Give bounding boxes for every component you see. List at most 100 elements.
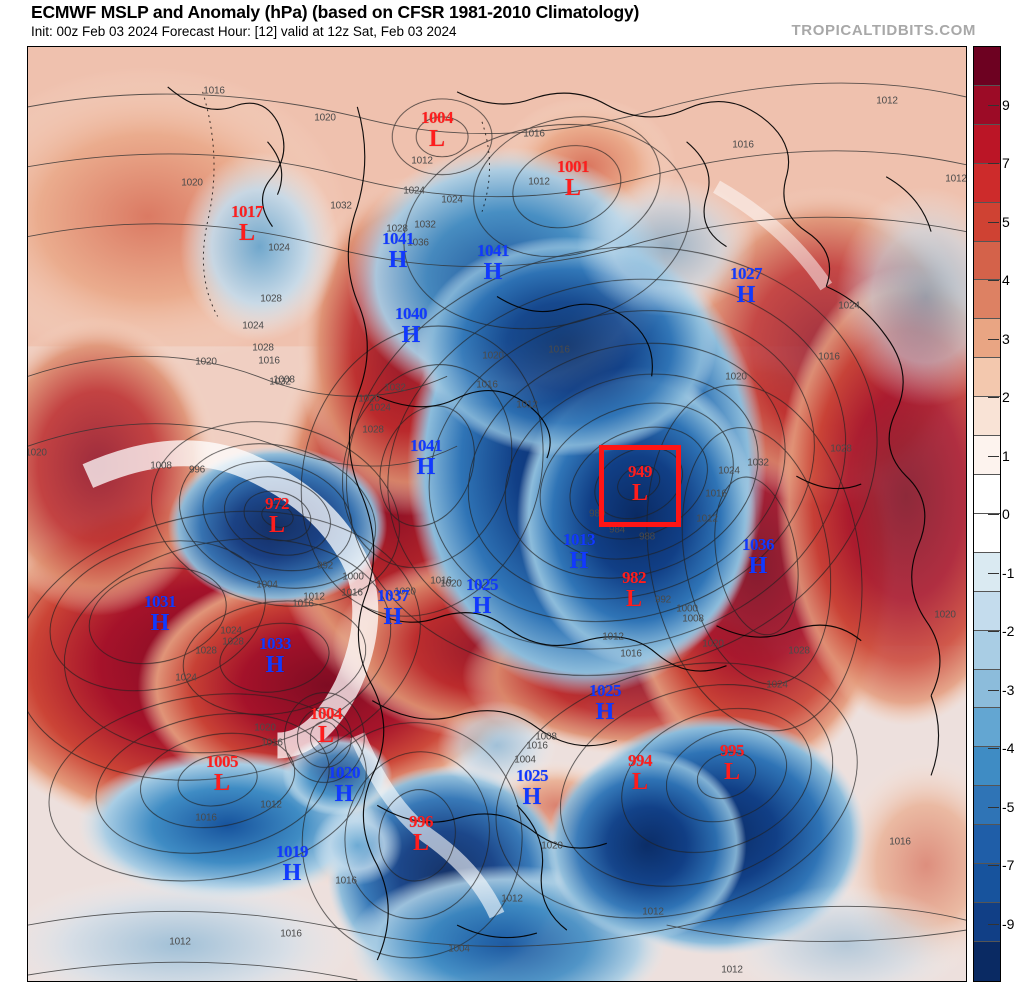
pressure-high-label[interactable]: 1036 H <box>742 535 775 578</box>
isobar-label: 1024 <box>718 465 740 477</box>
colorbar-tick-label: -9 <box>988 916 1014 932</box>
pressure-low-label[interactable]: 982 L <box>622 569 647 612</box>
colorbar-tick-label: -2 <box>988 623 1014 639</box>
header: ECMWF MSLP and Anomaly (hPa) (based on C… <box>0 0 1024 46</box>
map-frame[interactable]: 1016 1020 1012 1012 1016 1020 1024 1032 1024 1028… <box>27 46 967 982</box>
isobar-label: 992 <box>654 594 672 606</box>
isobar-label: 1028 <box>386 223 408 235</box>
pressure-type-symbol: H <box>282 860 302 886</box>
pressure-value: 1040 <box>395 304 428 323</box>
colorbar-tick-mark <box>988 163 999 164</box>
map-field <box>28 47 966 981</box>
colorbar-tick-label: -5 <box>988 799 1014 815</box>
pressure-value: 994 <box>628 751 653 770</box>
pressure-high-label[interactable]: 1027 H <box>730 264 763 307</box>
isobar-label: 1016 <box>620 648 642 660</box>
pressure-value: 1033 <box>259 634 292 653</box>
isobar-label: 1032 <box>269 376 291 388</box>
pressure-type-symbol: L <box>428 126 445 152</box>
colorbar-tick-mark <box>988 748 999 749</box>
pressure-type-symbol: H <box>472 593 492 619</box>
isobar-label: 1004 <box>514 754 536 766</box>
pressure-type-symbol: L <box>317 722 334 748</box>
pressure-low-label[interactable]: 1001 L <box>557 158 590 200</box>
pressure-type-symbol: L <box>213 770 230 796</box>
pressure-high-label[interactable]: 1025 H <box>516 766 549 810</box>
isobar-label: 1016 <box>335 875 357 887</box>
pressure-low-label[interactable]: 1004 L <box>310 705 343 748</box>
colorbar-tick-mark <box>988 806 999 808</box>
pressure-low-label[interactable]: 1004 L <box>421 109 454 152</box>
isobar-label: 1020 <box>440 578 462 590</box>
isobar-label: 984 <box>608 524 626 536</box>
pressure-high-label[interactable]: 1025 H <box>466 576 499 619</box>
isobar-label: 1012 <box>516 399 538 411</box>
pressure-high-label[interactable]: 1020 H <box>328 763 361 806</box>
pressure-high-label[interactable]: 1041 H <box>410 437 443 479</box>
isobar-label: 1028 <box>788 645 810 657</box>
isobar-label: 1004 <box>256 579 278 591</box>
pressure-low-label[interactable]: 1005 L <box>206 753 239 796</box>
colorbar-tick-mark <box>988 397 999 398</box>
colorbar-swatch <box>974 630 1000 670</box>
isobar-label: 1024 <box>766 679 788 691</box>
pressure-low-label[interactable]: 995 L <box>720 742 745 784</box>
isobar-label: 1032 <box>384 382 406 394</box>
isobar-label: 996 <box>188 464 206 476</box>
colorbar-tick-mark <box>988 338 999 340</box>
colorbar-tick-mark <box>988 514 999 515</box>
pressure-value: 1031 <box>144 592 177 611</box>
isobar-label: 1008 <box>150 460 172 472</box>
pressure-low-label[interactable]: 949 L <box>628 463 653 505</box>
page-title: ECMWF MSLP and Anomaly (hPa) (based on C… <box>31 2 640 22</box>
colorbar-tick-label: 1 <box>988 448 1010 464</box>
colorbar-tick-mark <box>988 689 999 691</box>
colorbar-tick-label: -7 <box>988 857 1014 873</box>
colorbar-swatch <box>974 280 1000 320</box>
isobar-label: 1012 <box>260 799 282 811</box>
pressure-value: 1020 <box>328 763 361 782</box>
colorbar-swatch <box>974 902 1000 942</box>
pressure-type-symbol: L <box>625 586 642 612</box>
isobar-label: 1024 <box>441 194 463 206</box>
isobar-label: 1020 <box>314 112 336 124</box>
pressure-low-label[interactable]: 972 L <box>265 495 290 537</box>
isobar-label: 1012 <box>945 173 967 185</box>
pressure-high-label[interactable]: 1025 H <box>589 682 622 724</box>
pressure-high-label[interactable]: 1041 H <box>382 229 415 272</box>
pressure-value: 1036 <box>742 535 775 554</box>
colorbar-swatch <box>974 124 1000 164</box>
pressure-low-label[interactable]: 994 L <box>628 751 653 794</box>
pressure-value: 1025 <box>516 766 549 785</box>
pressure-value: 1041 <box>382 229 415 248</box>
pressure-value: 996 <box>409 812 434 831</box>
colorbar-tick-mark <box>988 865 999 866</box>
isobar-label: 1000 <box>676 603 698 615</box>
colorbar[interactable] <box>973 46 1001 982</box>
pressure-high-label[interactable]: 1037 H <box>377 587 410 629</box>
pressure-low-label[interactable]: 1017 L <box>231 203 264 245</box>
isobar-label: 1012 <box>642 906 664 918</box>
pressure-high-label[interactable]: 1041 H <box>477 242 510 284</box>
pressure-high-label[interactable]: 1031 H <box>144 592 177 635</box>
pressure-low-label[interactable]: 996 L <box>409 812 434 855</box>
pressure-value: 1027 <box>730 264 763 283</box>
isobar-label: 1032 <box>330 200 352 212</box>
isobar-label: 1024 <box>838 300 860 312</box>
pressure-high-label[interactable]: 1019 H <box>276 843 309 886</box>
isobar-label: 1024 <box>369 402 391 414</box>
colorbar-tick-label: 0 <box>988 506 1010 522</box>
colorbar-swatch <box>974 552 1000 592</box>
pressure-high-label[interactable]: 1033 H <box>259 634 292 677</box>
pressure-high-label[interactable]: 1040 H <box>395 304 428 347</box>
isobar-label: 1016 <box>705 488 727 500</box>
isobar-label: 1016 <box>889 836 911 848</box>
colorbar-tick-mark <box>988 104 999 106</box>
pressure-value: 1013 <box>563 530 596 549</box>
pressure-type-symbol: H <box>522 784 542 810</box>
isobar-label: 1020 <box>725 371 747 383</box>
isobar-label: 980 <box>588 508 606 520</box>
highlight-box[interactable] <box>599 445 681 527</box>
pressure-high-label[interactable]: 1013 H <box>563 530 596 573</box>
